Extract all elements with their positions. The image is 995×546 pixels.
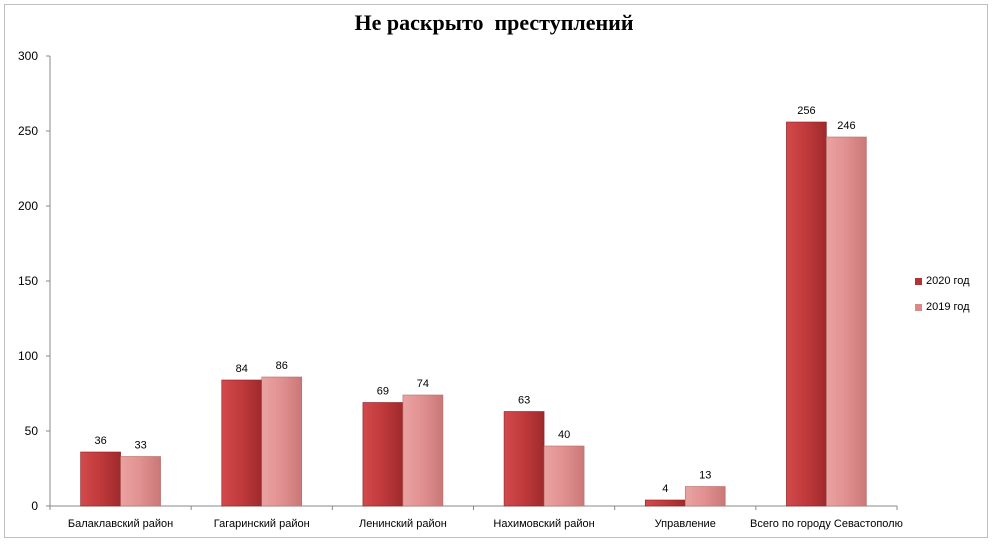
data-label: 69 [377,386,389,398]
legend: 2020 год 2019 год [915,268,970,320]
bar-2020 [362,402,404,507]
legend-swatch-2019 [915,303,922,311]
data-label: 63 [518,395,530,407]
legend-label-2019: 2019 год [926,301,970,313]
y-tick-label: 300 [18,49,38,63]
bar-2020 [221,379,263,507]
y-tick-label: 100 [18,349,38,363]
bar-2019 [543,445,585,507]
bar-2020 [80,451,121,507]
x-category-label: Ленинский район [359,518,447,530]
data-label: 86 [276,360,288,372]
bar-2020 [503,411,545,507]
bar-2019 [120,456,161,507]
bar-2019 [402,394,444,507]
legend-item-2020: 2020 год [915,268,970,294]
data-label: 256 [797,105,815,117]
legend-item-2019: 2019 год [915,294,970,320]
bar-2020 [786,121,827,507]
x-category-label: Всего по городу Севастополю [750,518,903,530]
y-tick-label: 200 [18,199,38,213]
y-tick-label: 250 [18,124,38,138]
x-category-label: Гагаринский район [214,518,310,530]
data-label: 40 [558,429,570,441]
bar-2020 [644,499,686,507]
data-label: 36 [94,435,106,447]
x-category-label: Управление [655,518,716,530]
y-tick-label: 150 [18,274,38,288]
legend-label-2020: 2020 год [926,275,970,287]
chart-title: Не раскрыто преступлений [354,10,634,35]
x-category-label: Балаклавский район [68,518,173,530]
bar-2019 [826,136,867,507]
data-label: 246 [837,120,855,132]
bar-2019 [684,486,726,507]
data-label: 84 [236,363,248,375]
y-tick-label: 0 [31,499,38,513]
data-label: 74 [417,378,429,390]
y-tick-label: 50 [25,424,39,438]
data-label: 33 [134,440,146,452]
x-category-label: Нахимовский район [493,518,594,530]
data-label: 13 [699,470,711,482]
data-label: 4 [662,483,668,495]
legend-swatch-2020 [915,277,922,285]
bar-2019 [261,376,303,507]
